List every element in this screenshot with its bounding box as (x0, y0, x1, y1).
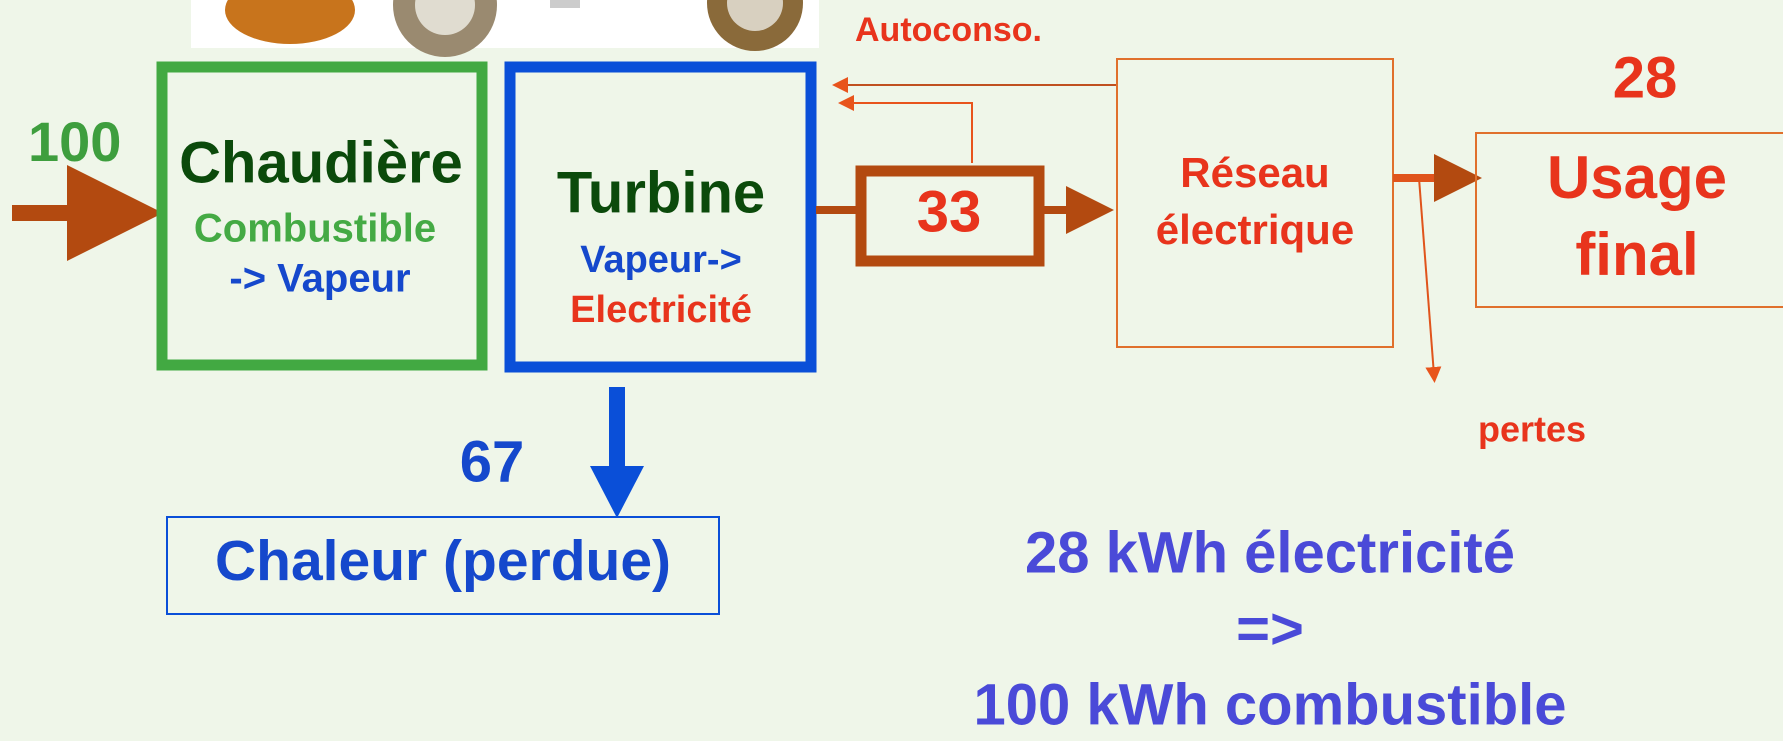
boiler-text: Combustible (194, 207, 436, 251)
grid-box (1117, 59, 1393, 347)
autoconso-label: Autoconso. (855, 11, 1042, 49)
final-text: final (1575, 221, 1698, 288)
heat-arrow-head (590, 466, 644, 518)
output-value: 33 (917, 179, 982, 244)
autoconso-arrow (846, 103, 972, 163)
summary-line: => (1236, 596, 1304, 661)
equipment-photo (191, 0, 819, 57)
diagram: Autoconso. 100 Chaudière Combustible -> … (0, 0, 1783, 736)
boiler-text: -> Vapeur (229, 257, 410, 301)
summary-line: 100 kWh combustible (973, 672, 1566, 736)
final-text: Usage (1547, 144, 1727, 211)
turbine-text: Electricité (570, 289, 752, 331)
turbine-title: Turbine (557, 160, 765, 225)
final-value: 28 (1613, 45, 1678, 110)
input-value: 100 (28, 110, 121, 173)
loss-label: pertes (1478, 409, 1586, 450)
heat-title: Chaleur (perdue) (215, 529, 671, 593)
loss-arrow (1419, 178, 1434, 375)
summary-line: 28 kWh électricité (1025, 520, 1515, 585)
heat-value: 67 (460, 429, 525, 494)
turbine-text: Vapeur-> (580, 239, 742, 281)
boiler-title: Chaudière (179, 130, 463, 195)
grid-text: Réseau (1180, 149, 1329, 196)
grid-text: électrique (1156, 206, 1354, 253)
